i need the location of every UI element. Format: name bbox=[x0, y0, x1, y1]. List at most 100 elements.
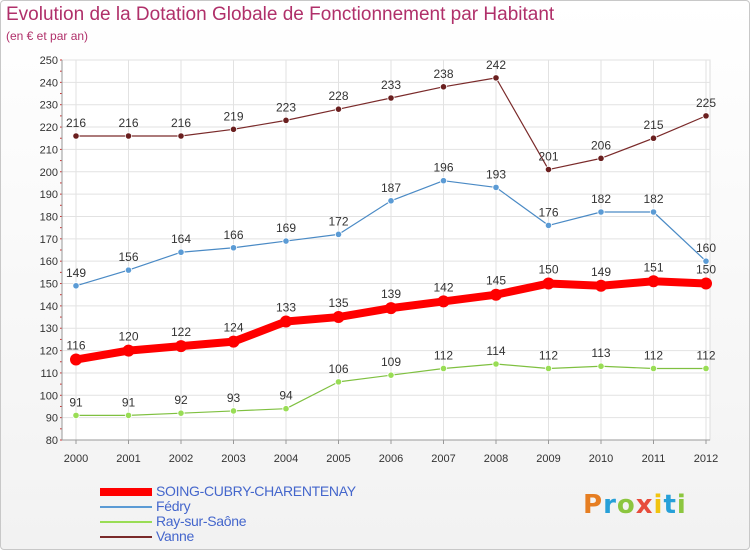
data-point bbox=[229, 244, 238, 252]
data-point bbox=[542, 277, 555, 290]
data-label: 94 bbox=[279, 389, 293, 403]
data-point bbox=[124, 132, 133, 140]
data-label: 149 bbox=[66, 266, 86, 280]
data-label: 91 bbox=[122, 395, 136, 409]
data-label: 112 bbox=[434, 348, 453, 362]
data-point bbox=[702, 364, 710, 373]
data-point bbox=[387, 371, 395, 379]
data-label: 225 bbox=[696, 96, 716, 110]
x-tick-label: 2006 bbox=[379, 453, 403, 465]
data-point bbox=[439, 177, 448, 185]
legend-label: Ray-sur-Saône bbox=[156, 513, 247, 529]
data-point bbox=[72, 132, 80, 140]
y-tick-label: 110 bbox=[40, 368, 58, 380]
x-tick-label: 2010 bbox=[589, 453, 613, 465]
data-point bbox=[700, 277, 712, 290]
data-point bbox=[492, 183, 500, 192]
data-point bbox=[282, 405, 290, 413]
logo-letter: i bbox=[676, 490, 687, 520]
y-tick-label: 180 bbox=[40, 211, 58, 223]
data-label: 238 bbox=[433, 67, 453, 81]
data-point bbox=[439, 364, 448, 373]
data-label: 182 bbox=[591, 192, 611, 206]
x-tick-label: 2008 bbox=[484, 453, 508, 465]
x-tick-label: 2011 bbox=[642, 453, 666, 465]
data-point bbox=[177, 409, 185, 417]
legend-label: Vanne bbox=[156, 528, 194, 544]
data-label: 120 bbox=[118, 330, 138, 344]
data-point bbox=[280, 315, 292, 328]
legend-swatch bbox=[100, 488, 152, 496]
legend-label: Fédry bbox=[156, 498, 191, 514]
data-point bbox=[702, 112, 710, 120]
data-label: 156 bbox=[118, 250, 138, 264]
y-tick-label: 200 bbox=[40, 167, 58, 179]
chart-subtitle: (en € et par an) bbox=[6, 29, 89, 43]
data-point bbox=[439, 83, 448, 91]
y-tick-label: 240 bbox=[40, 77, 58, 89]
data-label: 112 bbox=[696, 348, 715, 362]
data-label: 216 bbox=[66, 116, 86, 130]
y-tick-label: 120 bbox=[40, 346, 58, 358]
data-point bbox=[597, 154, 605, 162]
data-point bbox=[490, 288, 502, 301]
data-point bbox=[387, 197, 395, 205]
data-point bbox=[387, 94, 395, 102]
data-label: 216 bbox=[118, 116, 138, 130]
y-tick-label: 190 bbox=[40, 189, 58, 201]
data-label: 113 bbox=[591, 346, 610, 360]
data-point bbox=[282, 116, 290, 124]
data-point bbox=[544, 165, 553, 174]
y-tick-label: 80 bbox=[46, 435, 58, 447]
data-point bbox=[229, 407, 238, 415]
data-point bbox=[595, 279, 607, 292]
data-label: 149 bbox=[591, 265, 611, 279]
data-label: 91 bbox=[69, 395, 83, 409]
data-label: 116 bbox=[66, 339, 85, 353]
data-point bbox=[334, 378, 343, 386]
chart-title: Evolution de la Dotation Globale de Fonc… bbox=[6, 4, 555, 25]
plot-area bbox=[61, 59, 711, 441]
data-label: 164 bbox=[171, 232, 191, 246]
data-point bbox=[227, 335, 240, 348]
data-label: 223 bbox=[276, 100, 296, 114]
data-label: 93 bbox=[227, 391, 241, 405]
data-label: 242 bbox=[486, 58, 506, 72]
data-label: 133 bbox=[276, 301, 296, 315]
y-tick-label: 210 bbox=[40, 144, 58, 156]
data-label: 193 bbox=[486, 167, 506, 181]
legend-swatch bbox=[100, 521, 152, 523]
data-point bbox=[702, 257, 710, 265]
y-tick-label: 150 bbox=[40, 279, 58, 291]
data-label: 216 bbox=[171, 116, 191, 130]
logo-letter: i bbox=[653, 490, 664, 520]
data-point bbox=[492, 74, 500, 82]
data-label: 139 bbox=[381, 287, 401, 301]
data-point bbox=[597, 208, 605, 216]
data-label: 150 bbox=[538, 263, 558, 277]
x-tick-label: 2005 bbox=[326, 453, 350, 465]
data-point bbox=[72, 282, 80, 290]
y-tick-label: 230 bbox=[40, 100, 58, 112]
data-label: 150 bbox=[696, 263, 716, 277]
logo-letter: P bbox=[583, 490, 604, 520]
data-point bbox=[72, 411, 80, 420]
legend-swatch bbox=[100, 536, 152, 538]
data-point bbox=[229, 125, 238, 133]
x-tick-label: 2009 bbox=[536, 453, 560, 465]
data-point bbox=[282, 237, 290, 245]
data-point bbox=[332, 311, 345, 324]
data-label: 112 bbox=[539, 348, 558, 362]
data-label: 201 bbox=[538, 150, 558, 164]
y-tick-label: 130 bbox=[40, 323, 58, 335]
data-label: 145 bbox=[486, 274, 506, 288]
x-tick-label: 2001 bbox=[116, 453, 140, 465]
y-tick-label: 160 bbox=[40, 256, 58, 268]
data-label: 233 bbox=[381, 78, 401, 92]
logo-letter: x bbox=[635, 490, 654, 520]
data-point bbox=[544, 364, 553, 373]
x-tick-label: 2000 bbox=[64, 453, 88, 465]
data-point bbox=[334, 105, 343, 113]
y-tick-label: 220 bbox=[40, 122, 58, 134]
